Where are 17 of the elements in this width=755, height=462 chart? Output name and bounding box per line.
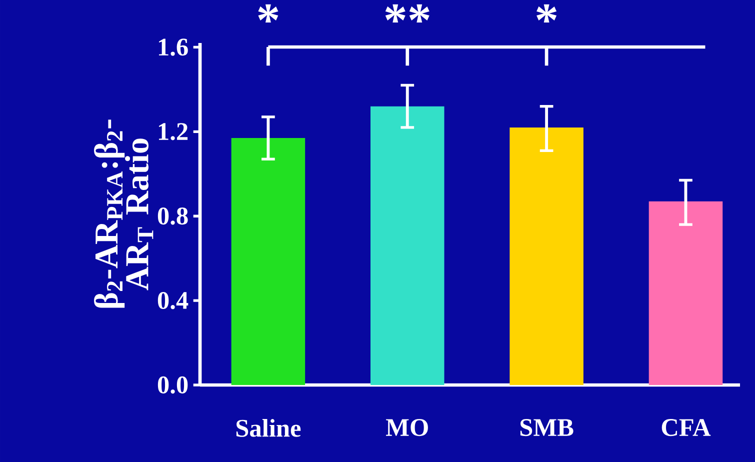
y-tick-label: 0.4 (158, 292, 188, 310)
y-tick-label: 1.2 (158, 123, 188, 140)
y-tick-label: 1.6 (158, 38, 188, 56)
text: * (258, 4, 278, 22)
text: * (536, 4, 557, 22)
text: ** (385, 4, 430, 22)
x-tick-label: SMB (520, 419, 574, 436)
bar (648, 201, 723, 385)
bar (370, 106, 444, 385)
x-tick-label: MO (386, 419, 428, 436)
y-tick-label: 0.8 (158, 208, 188, 225)
y-tick-label: 0.0 (158, 376, 188, 394)
text: β$_{2}$-AR$_{PKA}$:β$_{2}$-AR$_{T}$ Ratio (94, 120, 154, 308)
bar (231, 138, 306, 385)
bar (510, 127, 584, 385)
x-tick-label: Saline (236, 419, 301, 437)
x-tick-label: CFA (662, 419, 711, 436)
